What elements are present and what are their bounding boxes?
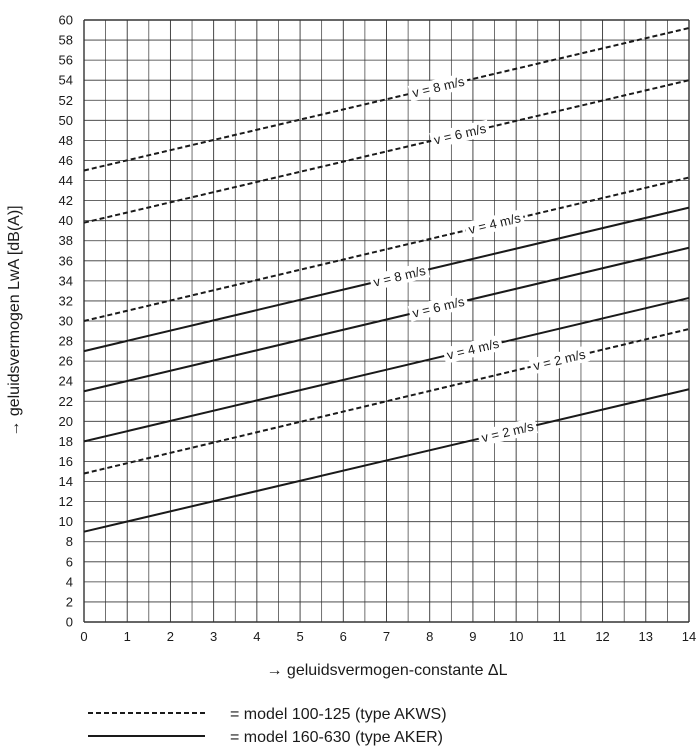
y-tick-label: 48 (59, 133, 73, 148)
series-line-solid (83, 388, 690, 533)
series-label-text: v = 8 m/s (411, 74, 467, 101)
x-tick-label: 3 (210, 629, 217, 644)
y-tick-label: 60 (59, 13, 73, 28)
x-axis-title: → geluidsvermogen-constante ΔL (266, 662, 507, 679)
x-tick-label: 9 (469, 629, 476, 644)
x-tick-label: 6 (340, 629, 347, 644)
y-tick-label: 52 (59, 93, 73, 108)
series-label-background (476, 417, 539, 447)
legend-text-akws: = model 100-125 (type AKWS) (230, 706, 447, 723)
y-tick-label: 54 (59, 73, 73, 88)
x-tick-label: 0 (80, 629, 87, 644)
y-tick-label: 12 (59, 494, 73, 509)
x-axis-ticks: 0 1 2 3 4 5 6 7 8 9 10 11 12 13 14 (80, 629, 696, 644)
y-tick-label: 24 (59, 374, 73, 389)
series-line-solid (83, 246, 690, 393)
y-tick-label: 8 (66, 534, 73, 549)
series-label: v = 2 m/s (476, 417, 539, 447)
series-label-background (463, 209, 526, 239)
series-label-text: v = 6 m/s (432, 121, 488, 148)
x-tick-label: 8 (426, 629, 433, 644)
legend-text-aker: = model 160-630 (type AKER) (230, 729, 443, 746)
series-label-background (407, 292, 469, 322)
y-tick-label: 30 (59, 314, 73, 329)
y-tick-label: 16 (59, 454, 73, 469)
x-tick-label: 14 (682, 629, 696, 644)
y-tick-label: 46 (59, 153, 73, 168)
legend: = model 100-125 (type AKWS) = model 160-… (88, 706, 447, 746)
x-tick-label: 10 (509, 629, 523, 644)
series-label: v = 8 m/s (368, 261, 431, 291)
x-tick-label: 4 (253, 629, 260, 644)
x-tick-label: 11 (553, 629, 567, 644)
series-label: v = 8 m/s (407, 72, 469, 102)
series-label-background (528, 345, 590, 375)
series-label: v = 6 m/s (429, 119, 491, 149)
series-label-background (442, 334, 504, 364)
series-label-text: v = 8 m/s (372, 263, 428, 290)
y-tick-label: 28 (59, 334, 73, 349)
y-axis-title: → geluidsvermogen LwA [dB(A)] (6, 205, 23, 436)
y-tick-label: 22 (59, 394, 73, 409)
y-axis-ticks: 0246810121416182022242628303234363840424… (59, 13, 73, 630)
series-label: v = 6 m/s (407, 292, 469, 322)
y-tick-label: 36 (59, 253, 73, 268)
y-tick-label: 18 (59, 434, 73, 449)
y-tick-label: 34 (59, 273, 73, 288)
y-tick-label: 4 (66, 574, 73, 589)
x-tick-label: 7 (383, 629, 390, 644)
y-tick-label: 26 (59, 354, 73, 369)
y-tick-label: 50 (59, 113, 73, 128)
series-label-background (407, 72, 469, 102)
y-tick-label: 38 (59, 233, 73, 248)
y-tick-label: 10 (59, 514, 73, 529)
x-tick-label: 1 (124, 629, 131, 644)
y-tick-label: 44 (59, 173, 73, 188)
y-tick-label: 20 (59, 414, 73, 429)
x-tick-label: 13 (639, 629, 653, 644)
y-tick-label: 6 (66, 554, 73, 569)
y-tick-label: 14 (59, 474, 73, 489)
series-label-text: v = 6 m/s (411, 294, 467, 321)
series-label-background (368, 261, 431, 291)
chart-grid (83, 19, 690, 623)
x-tick-label: 5 (296, 629, 303, 644)
series-labels: v = 8 m/sv = 6 m/sv = 4 m/sv = 8 m/sv = … (368, 72, 590, 447)
series-label-background (429, 119, 491, 149)
x-tick-label: 12 (595, 629, 609, 644)
y-tick-label: 56 (59, 53, 73, 68)
y-tick-label: 2 (66, 594, 73, 609)
series-line-solid (83, 296, 690, 443)
y-tick-label: 40 (59, 213, 73, 228)
y-tick-label: 58 (59, 33, 73, 48)
y-tick-label: 32 (59, 293, 73, 308)
y-tick-label: 0 (66, 615, 73, 630)
x-tick-label: 2 (167, 629, 174, 644)
y-tick-label: 42 (59, 193, 73, 208)
